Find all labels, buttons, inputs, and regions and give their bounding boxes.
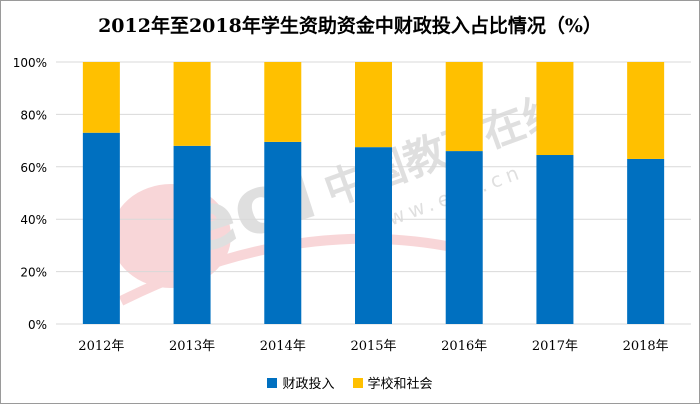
bar-segment xyxy=(173,62,211,146)
bar-segment xyxy=(173,145,211,324)
y-tick-label: 20% xyxy=(20,266,47,280)
legend-label: 财政投入 xyxy=(282,377,335,392)
x-tick-label: 2017年 xyxy=(532,339,578,354)
x-axis: 2012年 2013年 2014年 2015年 2016年 2017年 2018年 xyxy=(78,339,668,354)
x-tick-label: 2015年 xyxy=(350,339,396,354)
x-tick-label: 2018年 xyxy=(623,339,669,354)
bar-segment xyxy=(445,62,483,152)
y-tick-label: 60% xyxy=(20,161,47,175)
x-tick-label: 2016年 xyxy=(441,339,487,354)
bar-segment xyxy=(445,151,483,324)
y-tick-label: 100% xyxy=(13,56,47,70)
y-tick-label: 80% xyxy=(20,108,47,122)
bar-segment xyxy=(355,62,392,148)
legend-swatch xyxy=(267,377,278,388)
bar-segment xyxy=(82,132,120,324)
bar-segment xyxy=(627,62,665,159)
legend-item: 学校和社会 xyxy=(352,373,433,392)
chart-title: 2012年至2018年学生资助资金中财政投入占比情况（%） xyxy=(98,15,602,37)
bars xyxy=(82,62,665,324)
legend-label: 学校和社会 xyxy=(367,377,433,392)
legend-swatch xyxy=(352,377,363,388)
legend: 财政投入 学校和社会 xyxy=(1,373,699,392)
bar-segment xyxy=(82,62,120,133)
bar-segment xyxy=(536,155,574,324)
bar-segment xyxy=(536,62,574,156)
bar-segment xyxy=(355,147,392,324)
legend-item: 财政投入 xyxy=(267,373,335,392)
bar-segment xyxy=(264,62,302,142)
bar-segment xyxy=(264,141,302,324)
y-axis: 0% 20% 40% 60% 80% 100% xyxy=(13,56,47,332)
x-tick-label: 2013年 xyxy=(169,339,215,354)
x-tick-label: 2012年 xyxy=(78,339,124,354)
y-tick-label: 0% xyxy=(28,318,47,332)
bar-segment xyxy=(627,158,665,324)
y-tick-label: 40% xyxy=(20,213,47,227)
x-tick-label: 2014年 xyxy=(260,339,306,354)
